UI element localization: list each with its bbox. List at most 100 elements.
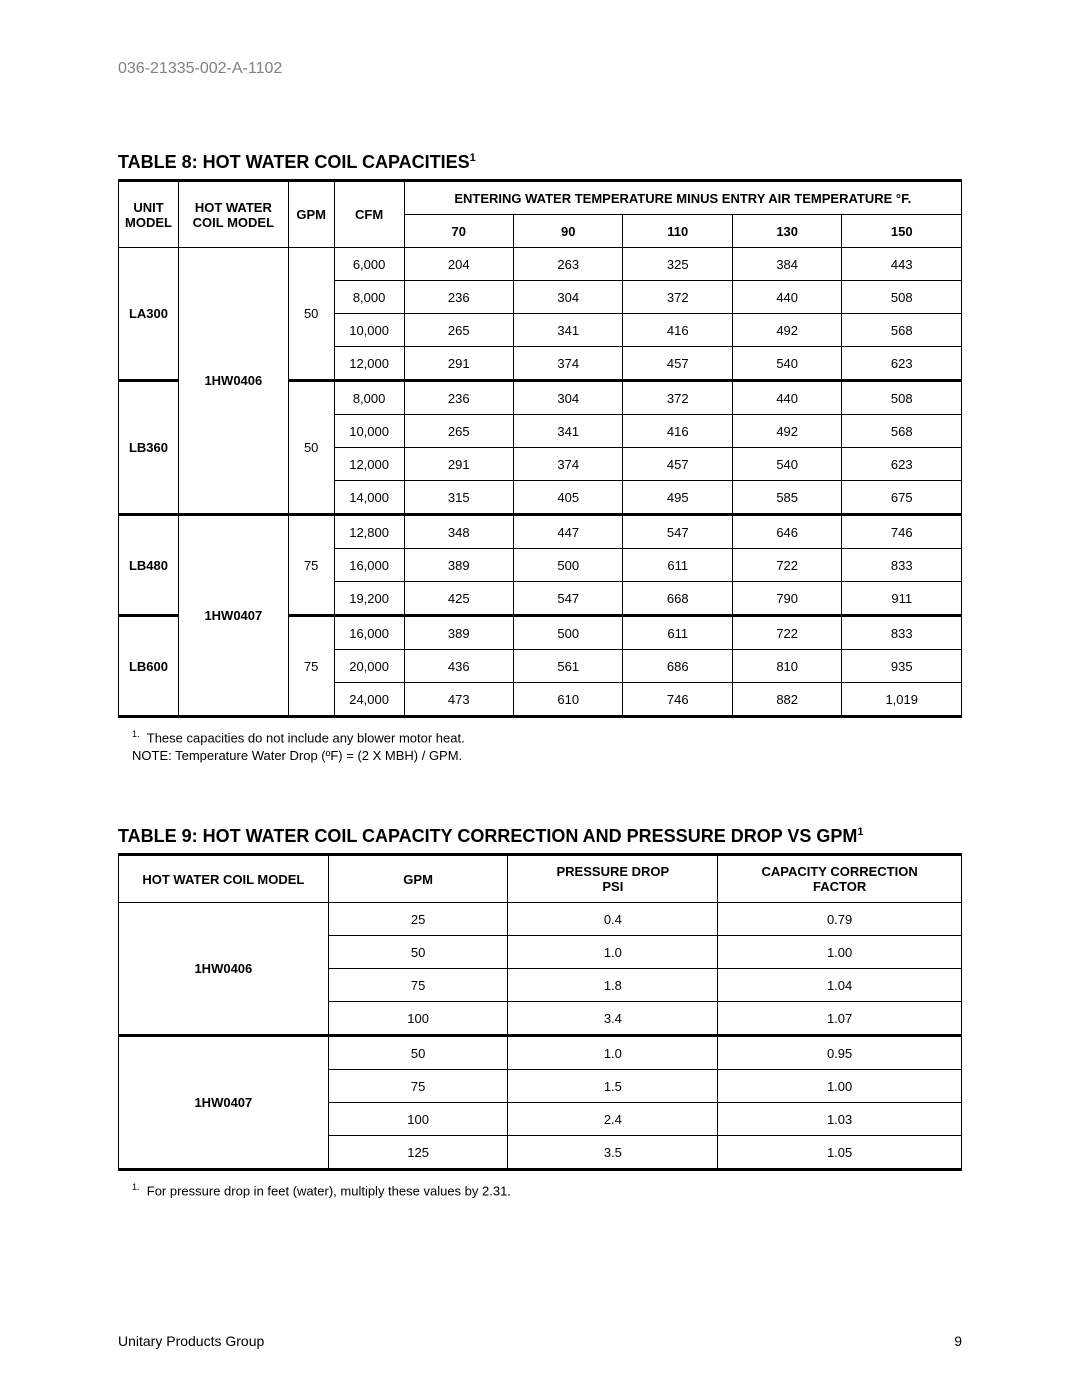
cell-70: 204 bbox=[404, 248, 513, 281]
cell-pd: 1.5 bbox=[508, 1070, 718, 1103]
cell-cfm: 24,000 bbox=[334, 683, 404, 717]
cell-cfm: 12,000 bbox=[334, 347, 404, 381]
cell-110: 547 bbox=[623, 515, 732, 549]
table8-footnote1-sup: 1. bbox=[132, 729, 140, 739]
cell-90: 405 bbox=[514, 481, 623, 515]
th9-pd-l1: PRESSURE DROP bbox=[557, 864, 670, 879]
cell-90: 341 bbox=[514, 314, 623, 347]
document-id: 036-21335-002-A-1102 bbox=[118, 60, 962, 78]
cell-unit-model: LB480 bbox=[119, 515, 179, 616]
th-70: 70 bbox=[404, 215, 513, 248]
cell-150: 1,019 bbox=[842, 683, 962, 717]
cell-70: 291 bbox=[404, 347, 513, 381]
cell-gpm: 50 bbox=[328, 1036, 508, 1070]
th-130: 130 bbox=[732, 215, 841, 248]
cell-130: 585 bbox=[732, 481, 841, 515]
cell-90: 610 bbox=[514, 683, 623, 717]
table8-title-sup: 1 bbox=[470, 152, 476, 164]
cell-150: 568 bbox=[842, 415, 962, 448]
table-row: LB4801HW04077512,800348447547646746 bbox=[119, 515, 962, 549]
cell-gpm: 50 bbox=[288, 381, 334, 515]
cell-cfm: 10,000 bbox=[334, 415, 404, 448]
cell-cfm: 16,000 bbox=[334, 549, 404, 582]
cell-130: 384 bbox=[732, 248, 841, 281]
cell-70: 236 bbox=[404, 281, 513, 314]
th9-pd-l2: PSI bbox=[602, 879, 623, 894]
cell-pd: 2.4 bbox=[508, 1103, 718, 1136]
cell-110: 416 bbox=[623, 415, 732, 448]
th-unit-model-l2: MODEL bbox=[125, 215, 172, 230]
cell-pd: 0.4 bbox=[508, 903, 718, 936]
cell-70: 236 bbox=[404, 381, 513, 415]
cell-150: 833 bbox=[842, 616, 962, 650]
th9-cc-l1: CAPACITY CORRECTION bbox=[761, 864, 917, 879]
cell-150: 623 bbox=[842, 347, 962, 381]
cell-cfm: 6,000 bbox=[334, 248, 404, 281]
cell-130: 646 bbox=[732, 515, 841, 549]
cell-unit-model: LB360 bbox=[119, 381, 179, 515]
table9-footnote1-sup: 1. bbox=[132, 1182, 140, 1192]
cell-110: 325 bbox=[623, 248, 732, 281]
cell-90: 341 bbox=[514, 415, 623, 448]
cell-150: 508 bbox=[842, 281, 962, 314]
cell-150: 746 bbox=[842, 515, 962, 549]
th9-coil-model: HOT WATER COIL MODEL bbox=[119, 855, 329, 903]
cell-90: 547 bbox=[514, 582, 623, 616]
th-150: 150 bbox=[842, 215, 962, 248]
cell-130: 440 bbox=[732, 281, 841, 314]
th9-cc: CAPACITY CORRECTION FACTOR bbox=[718, 855, 962, 903]
cell-150: 508 bbox=[842, 381, 962, 415]
cell-130: 492 bbox=[732, 314, 841, 347]
th9-cc-l2: FACTOR bbox=[813, 879, 866, 894]
cell-70: 436 bbox=[404, 650, 513, 683]
table9: HOT WATER COIL MODEL GPM PRESSURE DROP P… bbox=[118, 853, 962, 1171]
cell-pd: 1.0 bbox=[508, 1036, 718, 1070]
cell-gpm: 125 bbox=[328, 1136, 508, 1170]
page-footer: Unitary Products Group 9 bbox=[118, 1333, 962, 1349]
cell-cc: 1.03 bbox=[718, 1103, 962, 1136]
cell-130: 440 bbox=[732, 381, 841, 415]
cell-110: 372 bbox=[623, 281, 732, 314]
cell-150: 833 bbox=[842, 549, 962, 582]
cell-gpm: 100 bbox=[328, 1103, 508, 1136]
table8-body: LA3001HW0406506,0002042633253844438,0002… bbox=[119, 248, 962, 717]
cell-cfm: 8,000 bbox=[334, 381, 404, 415]
cell-90: 374 bbox=[514, 448, 623, 481]
table-row: LA3001HW0406506,000204263325384443 bbox=[119, 248, 962, 281]
cell-130: 882 bbox=[732, 683, 841, 717]
table8-note: NOTE: Temperature Water Drop (ºF) = (2 X… bbox=[132, 748, 462, 763]
cell-150: 675 bbox=[842, 481, 962, 515]
cell-110: 611 bbox=[623, 549, 732, 582]
table9-footnote1: For pressure drop in feet (water), multi… bbox=[147, 1184, 511, 1199]
th-coil-model: HOT WATER COIL MODEL bbox=[178, 181, 288, 248]
cell-gpm: 100 bbox=[328, 1002, 508, 1036]
cell-gpm: 75 bbox=[288, 515, 334, 616]
cell-coil-model: 1HW0406 bbox=[119, 903, 329, 1036]
cell-150: 568 bbox=[842, 314, 962, 347]
cell-cc: 1.00 bbox=[718, 936, 962, 969]
cell-cfm: 20,000 bbox=[334, 650, 404, 683]
th-cfm: CFM bbox=[334, 181, 404, 248]
cell-70: 265 bbox=[404, 415, 513, 448]
cell-gpm: 75 bbox=[328, 1070, 508, 1103]
cell-cfm: 12,000 bbox=[334, 448, 404, 481]
cell-cc: 1.04 bbox=[718, 969, 962, 1002]
cell-70: 389 bbox=[404, 616, 513, 650]
cell-gpm: 75 bbox=[288, 616, 334, 717]
cell-90: 263 bbox=[514, 248, 623, 281]
cell-130: 790 bbox=[732, 582, 841, 616]
table9-title-sup: 1 bbox=[857, 826, 863, 838]
table9-footnotes: 1. For pressure drop in feet (water), mu… bbox=[132, 1181, 962, 1200]
footer-right: 9 bbox=[954, 1333, 962, 1349]
th-coil-model-l2: COIL MODEL bbox=[193, 215, 274, 230]
cell-110: 457 bbox=[623, 448, 732, 481]
cell-cc: 1.00 bbox=[718, 1070, 962, 1103]
cell-cc: 1.07 bbox=[718, 1002, 962, 1036]
cell-110: 686 bbox=[623, 650, 732, 683]
th-90: 90 bbox=[514, 215, 623, 248]
cell-coil-model: 1HW0407 bbox=[178, 515, 288, 717]
cell-gpm: 50 bbox=[328, 936, 508, 969]
cell-cfm: 19,200 bbox=[334, 582, 404, 616]
cell-cfm: 12,800 bbox=[334, 515, 404, 549]
page: 036-21335-002-A-1102 TABLE 8: HOT WATER … bbox=[0, 0, 1080, 1397]
